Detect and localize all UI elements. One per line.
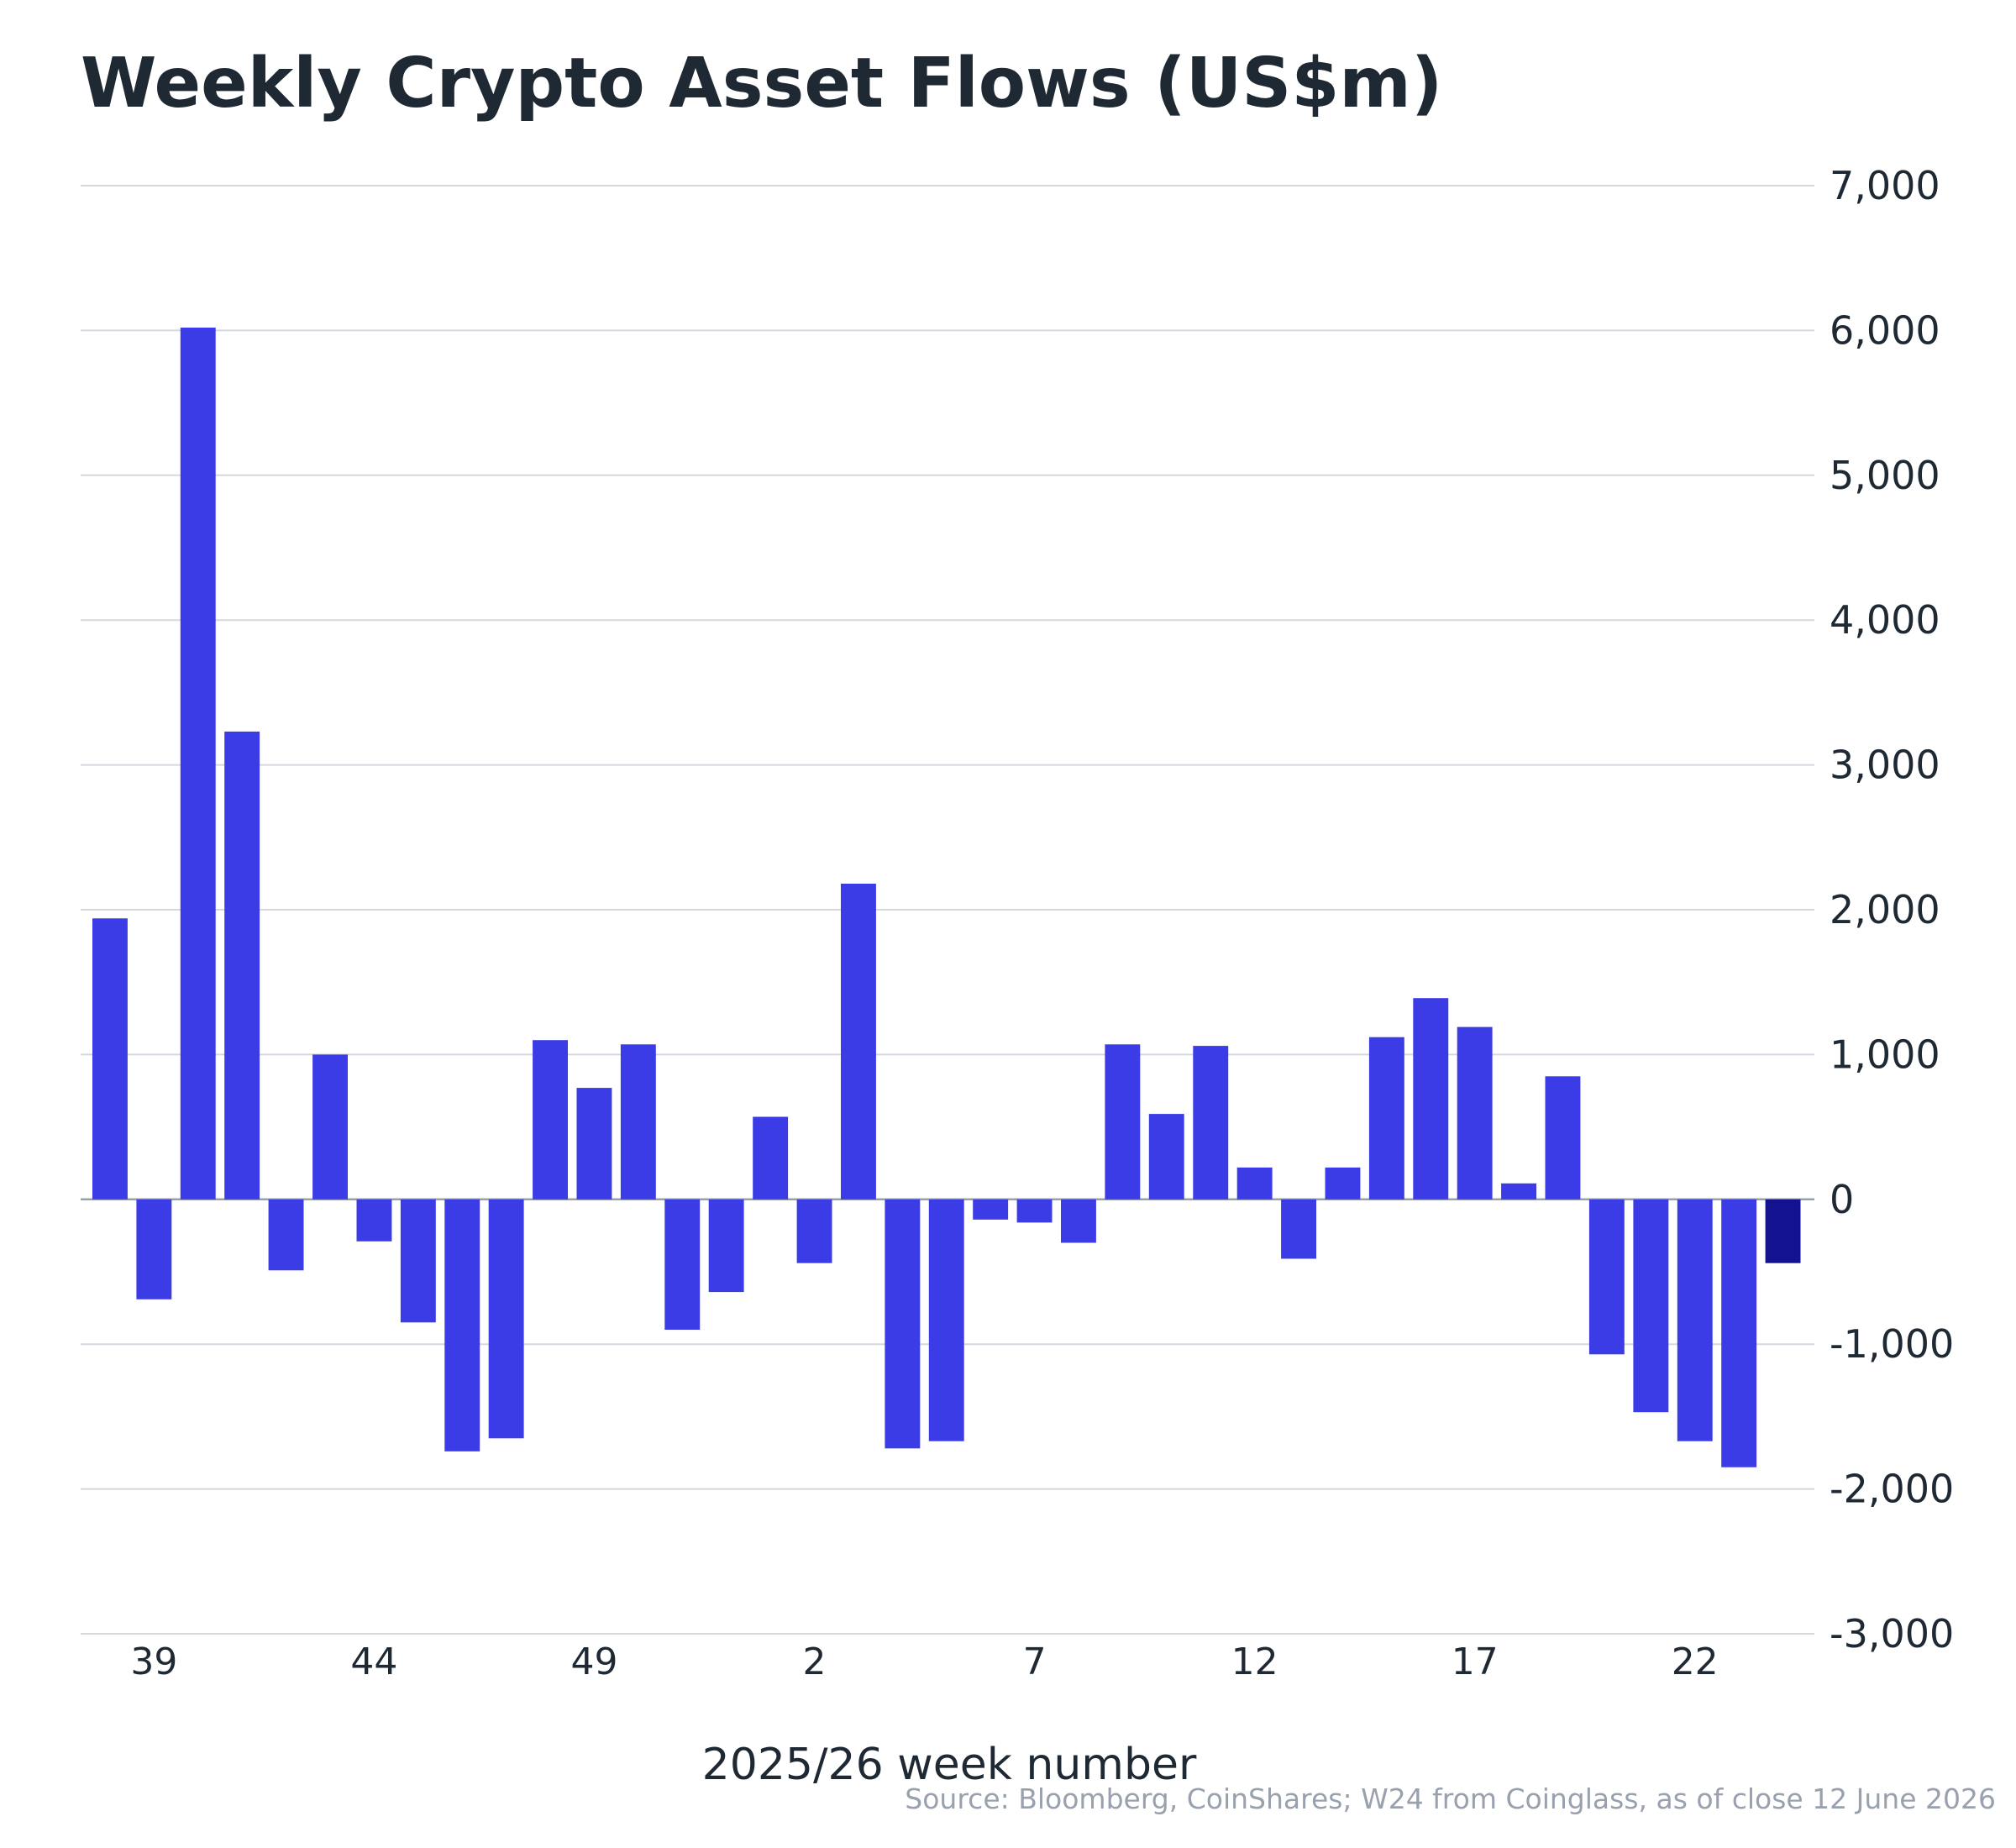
y-tick-label: 4,000 bbox=[1830, 597, 1940, 643]
bar-week-4 bbox=[885, 1199, 921, 1449]
y-tick-label: 5,000 bbox=[1830, 453, 1940, 498]
bar-week-21 bbox=[1633, 1199, 1669, 1413]
bar-week-45 bbox=[400, 1199, 436, 1323]
bar-week-20 bbox=[1588, 1199, 1625, 1355]
bar-week-16 bbox=[1413, 998, 1449, 1200]
bar-week-19 bbox=[1545, 1076, 1581, 1200]
x-axis-label: 2025/26 week number bbox=[702, 1740, 1197, 1790]
bar-week-44 bbox=[356, 1199, 392, 1242]
y-tick-label: 6,000 bbox=[1830, 307, 1940, 353]
y-tick-label: 0 bbox=[1830, 1177, 1854, 1222]
bar-week-43 bbox=[312, 1054, 348, 1200]
y-tick-label: 7,000 bbox=[1830, 163, 1940, 208]
x-tick-label: 17 bbox=[1452, 1641, 1499, 1683]
bar-week-48 bbox=[533, 1040, 568, 1200]
bar-week-14 bbox=[1325, 1167, 1361, 1200]
bar-week-46 bbox=[444, 1199, 480, 1452]
x-tick-label: 7 bbox=[1023, 1641, 1047, 1683]
bar-week-18 bbox=[1501, 1183, 1536, 1200]
bar-week-12 bbox=[1236, 1167, 1273, 1200]
source-note: Source: Bloomberg, CoinShares; W24 from … bbox=[905, 1782, 1996, 1815]
y-tick-label: 1,000 bbox=[1830, 1032, 1940, 1077]
y-tick-label: 3,000 bbox=[1830, 743, 1940, 788]
bar-week-5 bbox=[928, 1199, 964, 1441]
y-tick-label: -3,000 bbox=[1830, 1611, 1954, 1656]
x-tick-label: 2 bbox=[803, 1641, 827, 1683]
bar-week-3 bbox=[841, 884, 876, 1200]
bar-week-1 bbox=[753, 1116, 789, 1200]
y-tick-label: 2,000 bbox=[1830, 887, 1940, 932]
bars bbox=[92, 328, 1801, 1467]
bar-week-47 bbox=[488, 1199, 524, 1439]
bar-week-10 bbox=[1148, 1114, 1184, 1200]
y-tick-label: -2,000 bbox=[1830, 1467, 1954, 1512]
bar-week-6 bbox=[973, 1199, 1009, 1220]
bar-week-52 bbox=[708, 1199, 744, 1293]
x-tick-label: 12 bbox=[1231, 1641, 1278, 1683]
bar-week-42 bbox=[268, 1199, 304, 1271]
bar-week-40 bbox=[180, 328, 216, 1200]
bar-week-9 bbox=[1105, 1044, 1141, 1200]
bar-week-17 bbox=[1457, 1026, 1493, 1200]
x-tick-labels: 39 44 49 2 7 12 17 22 bbox=[130, 1641, 1718, 1683]
bar-week-8 bbox=[1061, 1199, 1096, 1243]
bar-week-15 bbox=[1368, 1037, 1404, 1200]
bar-week-51 bbox=[664, 1199, 701, 1330]
x-tick-label: 49 bbox=[571, 1641, 618, 1683]
bar-week-22 bbox=[1677, 1199, 1713, 1441]
bar-week-13 bbox=[1281, 1199, 1316, 1259]
x-tick-label: 44 bbox=[350, 1641, 397, 1683]
bar-week-2 bbox=[796, 1199, 832, 1263]
bar-week-23 bbox=[1721, 1199, 1757, 1467]
y-tick-label: -1,000 bbox=[1830, 1321, 1954, 1367]
x-tick-label: 39 bbox=[130, 1641, 177, 1683]
bar-week-38 bbox=[92, 918, 128, 1200]
bar-week-41 bbox=[224, 731, 260, 1200]
x-tick-label: 22 bbox=[1672, 1641, 1719, 1683]
bar-week-11 bbox=[1193, 1046, 1229, 1200]
bar-week-50 bbox=[620, 1044, 656, 1200]
bar-week-7 bbox=[1016, 1199, 1053, 1223]
chart-title: Weekly Crypto Asset Flows (US$m) bbox=[81, 44, 1443, 123]
y-tick-labels: 7,000 6,000 5,000 4,000 3,000 2,000 1,000 0 -1,0… bbox=[1830, 163, 1954, 1656]
bar-week-49 bbox=[576, 1088, 612, 1200]
bar-week-24 bbox=[1765, 1199, 1801, 1263]
bar-week-39 bbox=[136, 1199, 172, 1299]
